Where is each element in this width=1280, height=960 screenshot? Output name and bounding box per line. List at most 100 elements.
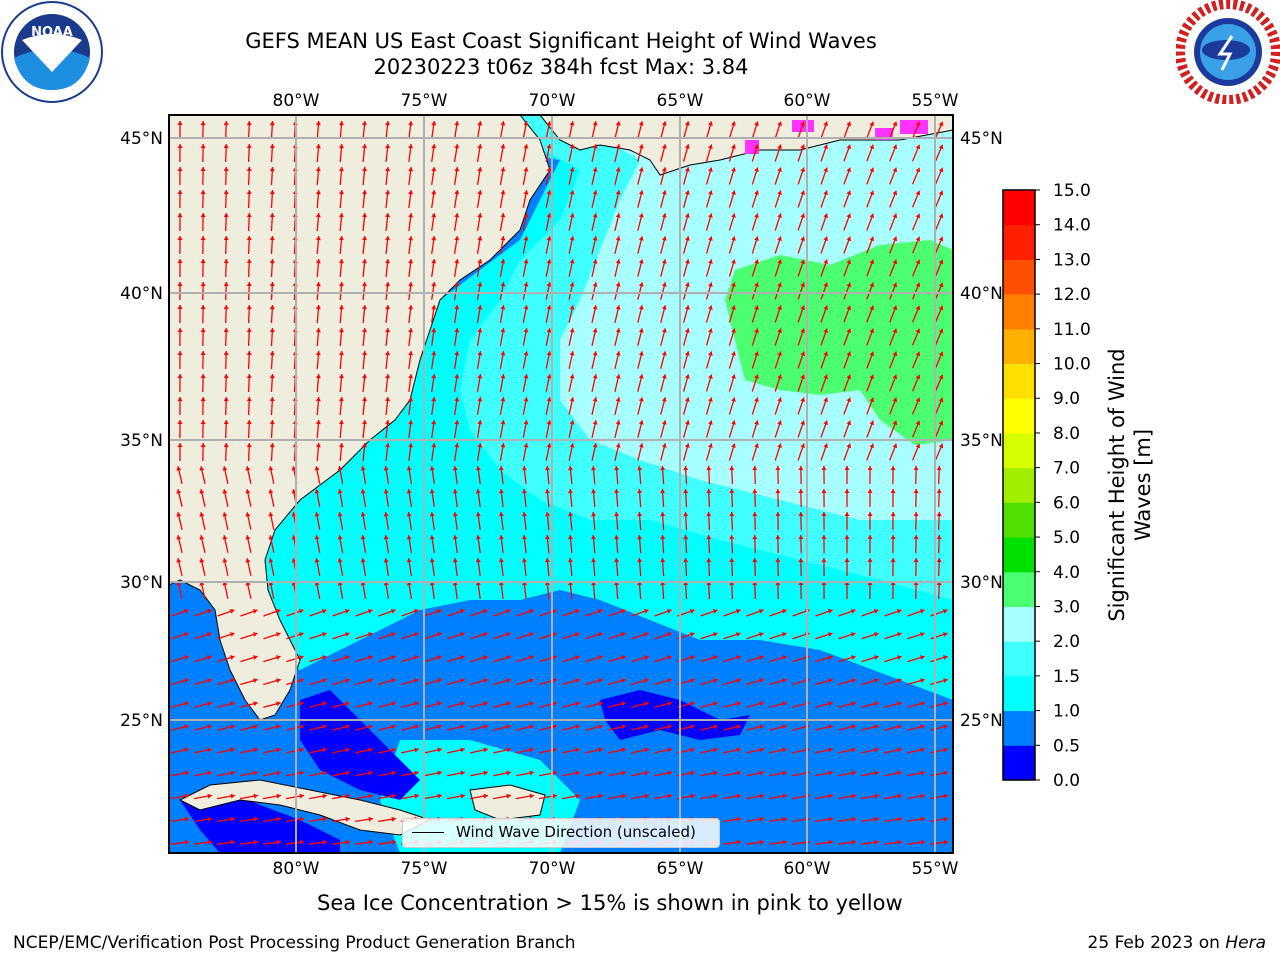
wind-arrow-head: [339, 443, 344, 448]
wind-arrow-head: [454, 236, 460, 241]
wind-arrow-head: [614, 512, 620, 517]
wind-arrow-head: [253, 724, 258, 730]
wind-arrow-head: [821, 535, 827, 539]
wind-arrow-head: [736, 701, 741, 707]
wind-arrow-head: [660, 558, 666, 563]
wind-arrow-head: [391, 678, 396, 683]
wind-arrow-head: [575, 747, 580, 753]
wind-arrow-head: [383, 558, 389, 563]
wind-arrow-head: [506, 770, 511, 776]
wind-arrow-head: [429, 535, 435, 540]
wind-arrow-head: [915, 236, 921, 242]
wind-arrow-head: [598, 701, 603, 707]
wind-arrow-head: [592, 144, 598, 149]
wind-arrow-head: [777, 167, 782, 172]
wind-arrow-head: [368, 632, 373, 637]
wind-arrow-head: [529, 724, 534, 730]
colorbar: [1002, 189, 1036, 781]
wind-arrow-head: [408, 351, 414, 356]
wind-arrow-head: [368, 770, 373, 776]
wind-arrow-head: [200, 420, 206, 424]
wind-arrow-head: [383, 512, 389, 517]
wind-arrow-head: [712, 609, 718, 614]
wind-arrow-head: [684, 190, 690, 195]
wind-arrow-head: [200, 328, 206, 332]
wind-arrow-head: [429, 558, 435, 563]
wind-arrow-head: [920, 816, 925, 822]
wind-arrow-head: [938, 282, 944, 288]
wind-arrow-head: [684, 167, 690, 172]
wind-arrow-head: [315, 351, 321, 356]
colorbar-segment: [1003, 537, 1035, 573]
wind-arrow-head: [345, 655, 350, 660]
wind-arrow-head: [207, 770, 212, 776]
wind-arrow-head: [454, 305, 460, 310]
wind-arrow-head: [850, 609, 856, 614]
wind-arrow-head: [315, 374, 321, 379]
wind-arrow-head: [869, 443, 875, 449]
wind-arrow-head: [597, 609, 603, 614]
wind-arrow-head: [920, 701, 925, 707]
wind-arrow-head: [823, 351, 828, 357]
wind-arrow-head: [245, 558, 251, 563]
wind-arrow-head: [754, 167, 759, 172]
wind-arrow-head: [500, 328, 506, 333]
wind-arrow-head: [322, 655, 327, 660]
wind-arrow-head: [222, 535, 228, 540]
wind-arrow-head: [943, 839, 948, 845]
wind-arrow-head: [867, 489, 873, 493]
wind-arrow-head: [522, 466, 527, 471]
wind-arrow-head: [391, 770, 396, 776]
wind-arrow-head: [800, 397, 805, 403]
wind-arrow-head: [708, 305, 713, 310]
wind-arrow-head: [777, 328, 782, 333]
colorbar-tick-label: 6.0: [1053, 493, 1080, 513]
wind-arrow-head: [268, 558, 274, 563]
lat-label: 25°N: [960, 711, 1003, 731]
chart-subtitle: 20230223 t06z 384h fcst Max: 3.84: [373, 55, 749, 79]
wind-arrow-head: [869, 213, 875, 219]
wind-arrow-head: [431, 236, 437, 241]
colorbar-segment: [1003, 398, 1035, 434]
wind-arrow-head: [827, 609, 833, 614]
wind-arrow-head: [200, 397, 206, 401]
colorbar-tick-label: 7.0: [1053, 459, 1080, 479]
wind-arrow-head: [638, 374, 644, 379]
wind-arrow-head: [184, 839, 189, 845]
wind-arrow-head: [575, 770, 580, 776]
wind-arrow-head: [385, 397, 391, 402]
wind-arrow-head: [660, 581, 666, 586]
wind-arrow-head: [368, 816, 373, 822]
wind-arrow-head: [851, 678, 856, 683]
wind-arrow-head: [598, 655, 603, 660]
wind-arrow-head: [828, 816, 833, 822]
wind-arrow-head: [689, 609, 695, 614]
wind-arrow-head: [591, 558, 596, 563]
wind-arrow-head: [276, 770, 281, 776]
wind-arrow-head: [638, 443, 644, 448]
wind-arrow-head: [391, 747, 396, 753]
wind-arrow-head: [708, 190, 713, 195]
wind-arrow-head: [385, 374, 391, 379]
wind-arrow-head: [345, 701, 350, 707]
wind-arrow-head: [777, 420, 782, 425]
wind-arrow-head: [385, 420, 391, 425]
wind-arrow-head: [339, 236, 344, 241]
wind-arrow-head: [598, 747, 603, 753]
wind-arrow-head: [874, 701, 879, 707]
wind-arrow-head: [736, 632, 741, 637]
wind-arrow-head: [660, 466, 666, 471]
wind-arrow-head: [315, 305, 321, 310]
wind-arrow-head: [729, 535, 735, 540]
wind-arrow-head: [523, 443, 529, 448]
wind-arrow-head: [754, 443, 759, 448]
wind-arrow-head: [246, 420, 252, 425]
wind-arrow-head: [454, 144, 460, 149]
wind-arrow-head: [391, 816, 396, 822]
wind-arrow-head: [867, 535, 873, 539]
wind-arrow-head: [638, 144, 644, 149]
wind-arrow-head: [177, 305, 183, 309]
wind-arrow-head: [506, 747, 511, 753]
wind-arrow-head: [846, 443, 852, 449]
wind-arrow-head: [477, 190, 483, 195]
